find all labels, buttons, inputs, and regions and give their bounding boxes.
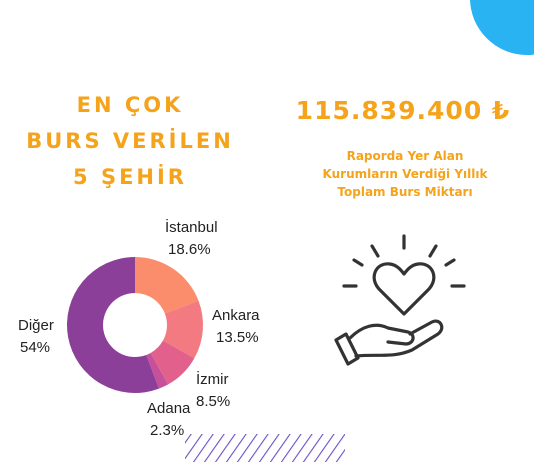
slice-value-label: 8.5% bbox=[196, 393, 230, 410]
slice-label: İstanbul bbox=[165, 218, 218, 236]
title-line: BURS VERİLEN bbox=[26, 128, 234, 153]
donut-slice bbox=[135, 257, 199, 314]
slice-label: İzmir bbox=[196, 370, 229, 388]
amount: 115.839.400 ₺ bbox=[296, 96, 511, 125]
donut-slice bbox=[146, 352, 169, 389]
title-line: 5 ŞEHİR bbox=[73, 164, 187, 189]
caption-line: Toplam Burs Miktarı bbox=[337, 185, 472, 199]
slice-value-label: 2.3% bbox=[150, 422, 184, 439]
donut-slice bbox=[150, 340, 195, 385]
decor-circle bbox=[470, 0, 534, 55]
donut-slice bbox=[162, 300, 203, 359]
donut-slice bbox=[67, 257, 159, 393]
slice-label: Diğer bbox=[18, 317, 54, 334]
heart-hand-icon bbox=[334, 234, 466, 366]
caption-line: Kurumların Verdiği Yıllık bbox=[323, 167, 489, 181]
caption-line: Raporda Yer Alan bbox=[347, 149, 464, 163]
decor-hatch bbox=[185, 434, 345, 462]
title-line: EN ÇOK bbox=[77, 93, 184, 117]
slice-label: Adana bbox=[147, 400, 191, 417]
slice-value-label: 13.5% bbox=[216, 329, 259, 346]
slice-label: Ankara bbox=[212, 307, 260, 324]
slice-value-label: 54% bbox=[20, 339, 50, 356]
slice-value-label: 18.6% bbox=[168, 241, 211, 258]
